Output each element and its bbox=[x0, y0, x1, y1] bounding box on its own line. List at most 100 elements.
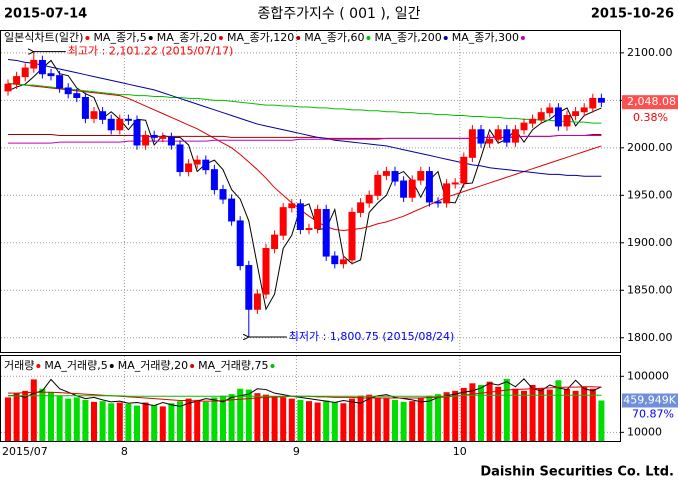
volume-bar bbox=[237, 388, 244, 441]
volume-bar bbox=[555, 380, 562, 441]
volume-bar bbox=[56, 395, 63, 441]
volume-label: 459,949K bbox=[623, 393, 676, 406]
volume-bar bbox=[486, 381, 493, 441]
legend-label: MA_종가,300 bbox=[452, 31, 519, 44]
chart-title: 종합주가지수 ( 001 ), 일간 bbox=[258, 6, 421, 22]
volume-bar bbox=[323, 400, 330, 441]
volume-bar bbox=[426, 395, 433, 441]
price-panel bbox=[0, 30, 621, 353]
volume-bar bbox=[151, 404, 158, 441]
volume-bar bbox=[177, 401, 183, 441]
candle-body bbox=[4, 83, 12, 92]
candle-body bbox=[133, 119, 141, 146]
volume-bar bbox=[357, 395, 364, 441]
candle-body bbox=[21, 67, 29, 78]
candle-body bbox=[305, 228, 313, 231]
ma-line bbox=[8, 134, 602, 144]
volume-bar bbox=[108, 403, 115, 441]
ma-line bbox=[7, 378, 602, 407]
candle-body bbox=[176, 144, 184, 173]
candle-body bbox=[365, 194, 373, 204]
footer: Daishin Securities Co. Ltd. bbox=[480, 465, 674, 480]
candle-body bbox=[81, 96, 89, 119]
start-date: 2015-07-14 bbox=[4, 7, 87, 22]
candle-body bbox=[563, 115, 571, 127]
candle-body bbox=[245, 265, 253, 310]
legend-dot bbox=[520, 36, 525, 40]
change-label: 0.38% bbox=[633, 111, 668, 124]
candle-body bbox=[124, 118, 132, 121]
candle-body bbox=[288, 203, 296, 209]
last-price: 2,048.08 bbox=[627, 95, 676, 108]
volume-panel bbox=[0, 355, 621, 442]
volume-bar bbox=[314, 402, 321, 441]
candle-body bbox=[262, 247, 270, 295]
volume-label-box bbox=[622, 393, 678, 408]
volume-bar bbox=[142, 402, 149, 441]
candle-body bbox=[391, 171, 399, 182]
candle-body bbox=[38, 59, 46, 75]
volume-bar bbox=[469, 383, 476, 441]
legend-label: MA_거래량,20 bbox=[118, 359, 188, 372]
volume-bar bbox=[435, 394, 441, 441]
y-tick-label: 1800.00 bbox=[627, 331, 673, 344]
candle-body bbox=[443, 183, 451, 204]
candle-body bbox=[73, 93, 81, 98]
volume-bar bbox=[288, 398, 295, 441]
candle-body bbox=[554, 107, 562, 127]
volume-bar bbox=[13, 393, 20, 441]
volume-bar bbox=[572, 390, 579, 441]
candle-body bbox=[486, 138, 494, 144]
y-tick-label: 1850.00 bbox=[627, 283, 673, 296]
volume-bar bbox=[443, 392, 450, 441]
y-tick-label: 100000 bbox=[627, 369, 669, 382]
candle-body bbox=[468, 129, 476, 158]
candle-body bbox=[331, 255, 339, 265]
ma-line bbox=[8, 386, 602, 402]
volume-bar bbox=[194, 399, 201, 441]
candle-body bbox=[546, 107, 554, 114]
candle-body bbox=[116, 118, 124, 131]
volume-bar bbox=[297, 399, 304, 441]
candle-body bbox=[30, 59, 38, 69]
volume-bar bbox=[263, 394, 269, 441]
candle-body bbox=[537, 112, 545, 120]
end-date: 2015-10-26 bbox=[591, 7, 674, 22]
legend-dot bbox=[148, 36, 153, 40]
legend-dot bbox=[218, 36, 223, 40]
candle-body bbox=[185, 163, 193, 173]
candle-body bbox=[296, 203, 304, 230]
x-tick-label: 8 bbox=[121, 445, 128, 458]
volume-bar bbox=[529, 384, 536, 441]
candle-body bbox=[219, 189, 227, 200]
volume-bar bbox=[134, 405, 140, 441]
volume-bar bbox=[306, 401, 312, 441]
volume-bar bbox=[65, 398, 72, 441]
candle-body bbox=[374, 174, 382, 196]
legend-dot bbox=[109, 364, 114, 368]
legend-label: MA_종가,120 bbox=[227, 31, 294, 44]
y-tick-label: 1950.00 bbox=[627, 188, 673, 201]
candle-body bbox=[228, 198, 236, 222]
volume-bar bbox=[546, 389, 553, 441]
candle-body bbox=[520, 122, 528, 131]
legend-label: 거래량 bbox=[4, 359, 34, 372]
legend-dot bbox=[190, 364, 195, 368]
candle-body bbox=[348, 211, 356, 261]
volume-bar bbox=[82, 399, 89, 441]
volume-bar bbox=[495, 386, 502, 441]
legend-dot bbox=[366, 36, 371, 40]
annotation: 최저가 : 1,800.75 (2015/08/24) bbox=[289, 330, 455, 343]
y-tick-label: 2000.00 bbox=[627, 141, 673, 154]
candle-body bbox=[494, 129, 502, 140]
legend-label: MA_거래량,75 bbox=[198, 359, 268, 372]
candle-body bbox=[434, 201, 442, 204]
candle-body bbox=[193, 159, 201, 165]
candle-body bbox=[322, 209, 330, 257]
candle-body bbox=[503, 129, 511, 143]
ratio-label: 70.87% bbox=[632, 407, 674, 420]
volume-bar bbox=[254, 393, 261, 441]
volume-bar bbox=[460, 387, 467, 441]
candle-body bbox=[142, 134, 150, 146]
legend-dot bbox=[443, 36, 448, 40]
